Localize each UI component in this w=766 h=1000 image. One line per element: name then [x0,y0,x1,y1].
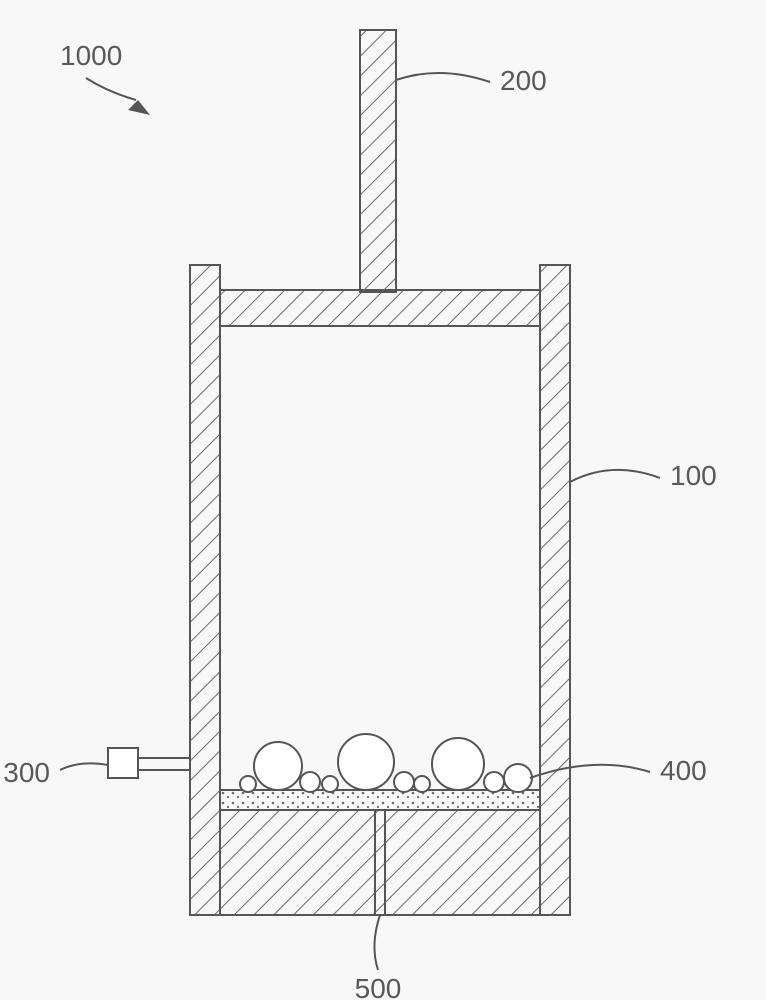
pointer-1000 [86,78,150,115]
bottom-block-500 [220,810,540,915]
inlet-port-300 [108,748,190,778]
label-100: 100 [670,460,717,491]
label-1000: 1000 [60,40,122,71]
leader-200 [396,73,490,82]
right-wall-100 [540,265,570,915]
label-500: 500 [355,973,402,1000]
label-200: 200 [500,65,547,96]
label-300: 300 [3,757,50,788]
leader-100 [570,470,660,482]
leader-500 [374,915,380,970]
left-wall-100 [190,265,220,915]
leader-300 [60,763,108,770]
sieve-plate [220,790,540,810]
label-400: 400 [660,755,707,786]
plunger-200 [220,30,540,326]
patent-figure: 1000 200 100 300 400 500 [0,0,766,1000]
particles-400 [240,734,532,792]
